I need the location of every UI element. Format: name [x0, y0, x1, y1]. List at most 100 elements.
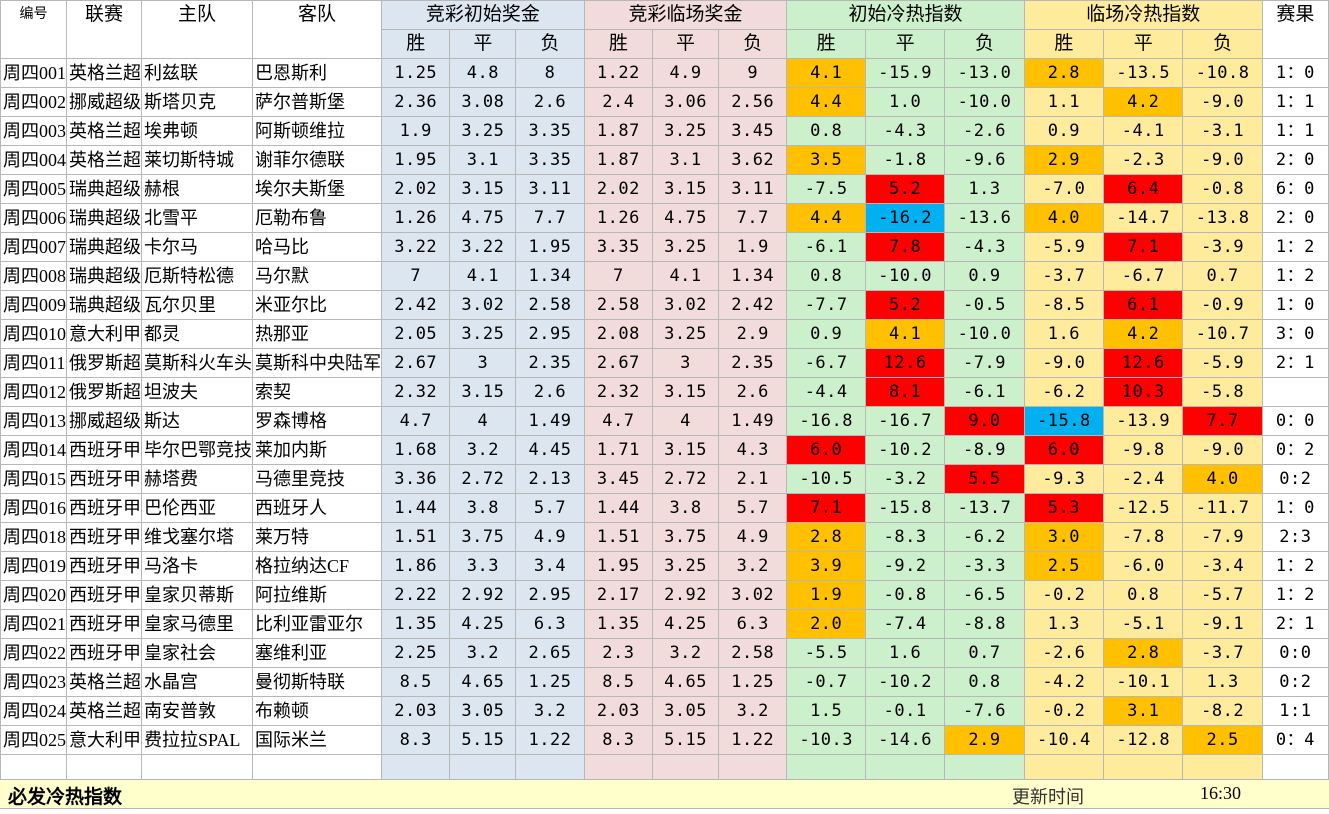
cell-initial-index-loss: -6.5	[944, 580, 1025, 610]
cell-away-team: 塞维利亚	[252, 638, 382, 668]
cell-final-odds-win: 2.3	[583, 638, 654, 668]
cell-final-index-win: 5.3	[1023, 493, 1105, 523]
cell-initial-index-draw: -0.1	[864, 696, 946, 726]
cell-initial-odds-win: 1.51	[380, 522, 451, 552]
sub-header-win: 胜	[583, 29, 654, 59]
cell-final-index-draw: -2.4	[1103, 464, 1184, 494]
cell-final-index-draw: 2.8	[1103, 638, 1184, 668]
cell-id: 周四016	[0, 493, 67, 523]
update-time-value: 16:30	[1200, 783, 1242, 803]
cell-final-index-loss: -7.9	[1182, 522, 1263, 552]
cell-final-odds-win: 1.87	[583, 116, 654, 146]
cell-initial-odds-win: 3.36	[380, 464, 451, 494]
cell-away-team: 巴恩斯利	[252, 58, 382, 88]
cell-initial-odds-loss: 8	[515, 58, 585, 88]
cell-league: 西班牙甲	[66, 580, 142, 610]
cell-final-odds-loss: 1.49	[717, 406, 788, 436]
cell-final-index-win: 2.8	[1023, 58, 1105, 88]
cell-initial-index-draw: -15.8	[864, 493, 946, 523]
cell-initial-odds-win: 1.9	[380, 116, 451, 146]
cell-result: 0：2	[1261, 435, 1329, 465]
cell-final-index-loss: -9.1	[1182, 609, 1263, 639]
cell-initial-index-draw: 7.8	[864, 232, 946, 262]
cell-initial-index-loss: -13.0	[944, 58, 1025, 88]
cell-final-odds-loss: 4.9	[717, 522, 788, 552]
cell-final-odds-draw: 4.25	[652, 609, 719, 639]
cell-initial-index-win: 3.9	[786, 551, 866, 581]
cell-initial-index-win: 6.0	[786, 435, 866, 465]
cell-initial-odds-loss: 1.25	[515, 667, 585, 697]
cell-league: 意大利甲	[66, 319, 142, 349]
cell-final-odds-win: 1.44	[583, 493, 654, 523]
cell-final-index-loss: -5.9	[1182, 348, 1263, 378]
header-league: 联赛	[66, 0, 142, 59]
cell-final-index-draw: -4.1	[1103, 116, 1184, 146]
cell-final-index-draw: -14.7	[1103, 203, 1184, 233]
cell-final-odds-draw: 3.25	[652, 116, 719, 146]
table-row: 周四014 西班牙甲 毕尔巴鄂竞技 莱加内斯 1.68 3.2 4.45 1.71 3.15 4.…	[0, 435, 1329, 465]
cell-league: 俄罗斯超	[66, 377, 142, 407]
cell-final-index-draw: -12.8	[1103, 725, 1184, 755]
cell-final-index-loss: -10.7	[1182, 319, 1263, 349]
cell-final-odds-loss: 2.1	[717, 464, 788, 494]
cell-final-odds-draw: 5.15	[652, 725, 719, 755]
cell-result: 1：2	[1261, 580, 1329, 610]
cell-initial-index-draw: -16.2	[864, 203, 946, 233]
sub-header-draw: 平	[864, 29, 946, 59]
table-row: 周四021 西班牙甲 皇家马德里 比利亚雷亚尔 1.35 4.25 6.3 1.35 4.25 6…	[0, 609, 1329, 639]
cell-initial-index-win: 0.8	[786, 261, 866, 291]
cell-away-team: 比利亚雷亚尔	[252, 609, 382, 639]
cell-league: 瑞典超级	[66, 261, 142, 291]
cell-initial-odds-loss: 7.7	[515, 203, 585, 233]
cell-league: 西班牙甲	[66, 522, 142, 552]
cell-home-team: 皇家贝蒂斯	[141, 580, 253, 610]
cell-initial-index-draw: 5.2	[864, 174, 946, 204]
cell-result: 1：0	[1261, 493, 1329, 523]
cell-result: 0:0	[1261, 638, 1329, 668]
cell-final-index-win: -2.6	[1023, 638, 1105, 668]
cell-final-odds-loss: 3.62	[717, 145, 788, 175]
cell-final-odds-draw: 3.15	[652, 435, 719, 465]
cell-final-odds-win: 1.87	[583, 145, 654, 175]
cell-result: 1:1	[1261, 696, 1329, 726]
cell-id: 周四012	[0, 377, 67, 407]
cell-final-odds-win: 1.71	[583, 435, 654, 465]
cell-final-index-win: 4.0	[1023, 203, 1105, 233]
cell-home-team: 厄斯特松德	[141, 261, 253, 291]
table-row: 周四006 瑞典超级 北雪平 厄勒布鲁 1.26 4.75 7.7 1.26 4.75 7.7 4.…	[0, 203, 1329, 233]
cell-initial-index-win: 4.1	[786, 58, 866, 88]
cell-initial-index-loss: -10.0	[944, 87, 1025, 117]
cell-league: 西班牙甲	[66, 638, 142, 668]
cell-away-team: 格拉纳达CF	[252, 551, 382, 581]
cell-initial-odds-win: 2.67	[380, 348, 451, 378]
cell-initial-odds-win: 8.5	[380, 667, 451, 697]
table-row: 周四018 西班牙甲 维戈塞尔塔 莱万特 1.51 3.75 4.9 1.51 3.75 4.9 2…	[0, 522, 1329, 552]
cell-final-odds-loss: 2.6	[717, 377, 788, 407]
odds-table: 编号 联赛 主队 客队 竞彩初始奖金 竞彩临场奖金 初始冷热指数 临场冷热指数 …	[0, 0, 1329, 784]
cell-initial-index-win: -6.1	[786, 232, 866, 262]
sub-header-win: 胜	[380, 29, 451, 59]
cell-initial-index-loss: 0.7	[944, 638, 1025, 668]
cell-final-odds-draw: 2.92	[652, 580, 719, 610]
cell-initial-index-win: -7.5	[786, 174, 866, 204]
cell-final-index-loss: 0.7	[1182, 261, 1263, 291]
cell-initial-index-draw: 5.2	[864, 290, 946, 320]
cell-id: 周四022	[0, 638, 67, 668]
cell-away-team: 米亚尔比	[252, 290, 382, 320]
cell-final-odds-loss: 2.9	[717, 319, 788, 349]
cell-result: 2：1	[1261, 348, 1329, 378]
cell-initial-odds-draw: 3	[449, 348, 517, 378]
cell-final-odds-loss: 6.3	[717, 609, 788, 639]
cell-final-odds-win: 1.95	[583, 551, 654, 581]
table-row: 周四012 俄罗斯超 坦波夫 索契 2.32 3.15 2.6 2.32 3.15 2.6 -4.4…	[0, 377, 1329, 407]
header-id: 编号	[0, 0, 67, 59]
cell-final-odds-draw: 3.25	[652, 232, 719, 262]
cell-initial-index-win: -7.7	[786, 290, 866, 320]
sub-header-draw: 平	[652, 29, 719, 59]
cell-result: 1：2	[1261, 232, 1329, 262]
cell-final-odds-loss: 3.11	[717, 174, 788, 204]
cell-initial-index-draw: 12.6	[864, 348, 946, 378]
cell-final-odds-draw: 4.75	[652, 203, 719, 233]
cell-final-index-draw: -12.5	[1103, 493, 1184, 523]
cell-initial-index-draw: -1.8	[864, 145, 946, 175]
